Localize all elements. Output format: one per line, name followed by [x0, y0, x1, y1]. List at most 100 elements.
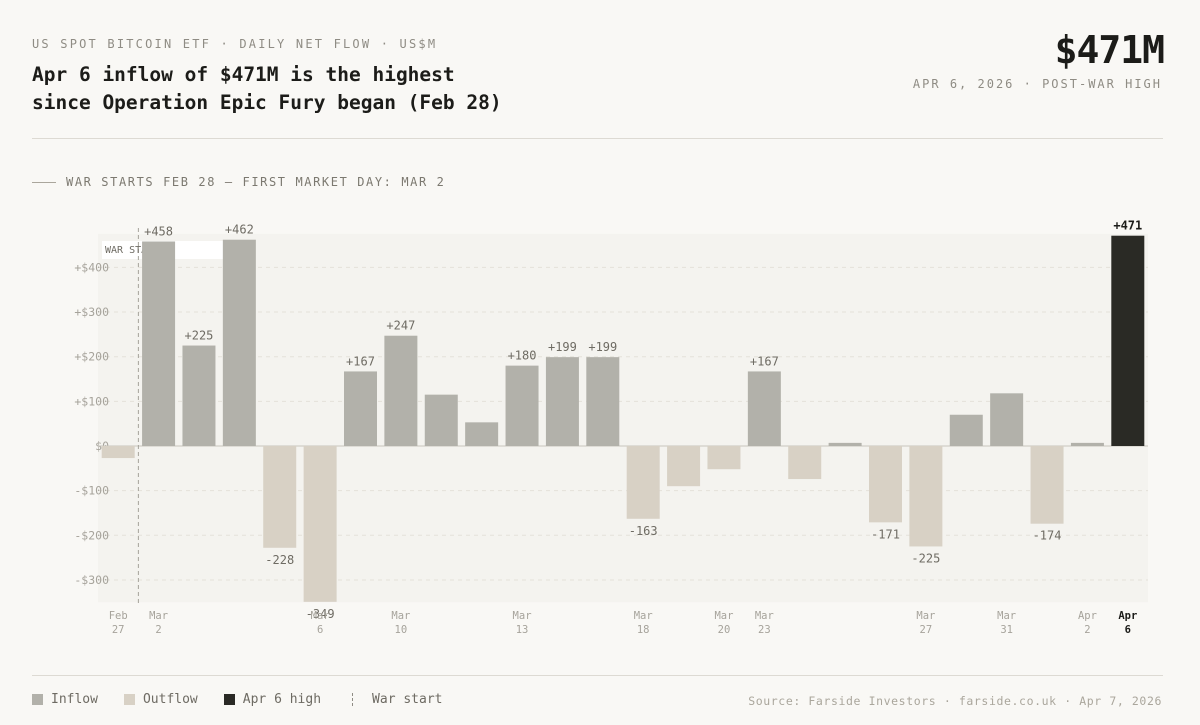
bar-mar-18 [626, 446, 660, 519]
y-tick-label: +$300 [74, 305, 109, 319]
data-label: -171 [871, 527, 900, 541]
bar-mar-2 [142, 241, 176, 446]
y-tick-label: +$400 [74, 260, 109, 274]
bar-apr-2 [1070, 442, 1104, 446]
x-tick-day: 18 [637, 624, 650, 636]
bar-mar-13 [505, 365, 539, 446]
bar-mar-25 [828, 442, 862, 446]
top-divider [32, 138, 1163, 139]
chart-eyebrow: US SPOT BITCOIN ETF · DAILY NET FLOW · U… [32, 37, 438, 51]
data-label: +225 [185, 329, 214, 343]
legend-high: Apr 6 high [223, 692, 322, 707]
bar-mar-4 [222, 239, 256, 446]
highlight-value: $471M [1054, 28, 1165, 72]
x-tick-day: 10 [395, 624, 408, 636]
x-tick-day: 23 [758, 624, 771, 636]
x-tick-month: Mar [513, 610, 532, 622]
bar-mar-20 [707, 446, 741, 470]
outflow-swatch [123, 694, 135, 705]
data-label: -349 [306, 607, 335, 621]
bar-apr-1 [1030, 446, 1064, 524]
data-label: -174 [1033, 529, 1062, 543]
chart-headline: Apr 6 inflow of $471M is the highest sin… [32, 61, 752, 117]
x-tick-day: 13 [516, 624, 529, 636]
y-tick-label: +$200 [74, 350, 109, 364]
x-tick-month: Mar [755, 610, 774, 622]
x-tick-month: Mar [714, 610, 733, 622]
data-label: -163 [629, 524, 658, 538]
x-tick-month: Apr [1078, 610, 1097, 622]
bar-mar-5 [263, 446, 297, 548]
legend-war-start-label: War start [372, 692, 443, 707]
bar-mar-24 [788, 446, 822, 480]
x-tick-month: Mar [634, 610, 653, 622]
bar-mar-3 [182, 345, 216, 446]
y-tick-label: -$100 [74, 484, 109, 498]
bar-mar-27 [909, 446, 943, 547]
bar-feb-27 [101, 446, 135, 459]
x-tick-day: 6 [1125, 624, 1131, 636]
bar-mar-17 [586, 357, 620, 446]
data-label: +462 [225, 223, 254, 237]
y-tick-label: -$300 [74, 573, 109, 587]
legend-war-start: War start [347, 692, 443, 707]
x-tick-day: 2 [155, 624, 161, 636]
legend-outflow: Outflow [123, 692, 198, 707]
legend-inflow: Inflow [32, 692, 98, 707]
x-tick-month: Mar [391, 610, 410, 622]
dashed-line-icon [347, 693, 358, 706]
inflow-swatch [32, 694, 43, 705]
bar-mar-6 [303, 446, 337, 602]
bar-apr-6 [1111, 235, 1145, 446]
war-note-text: WAR STARTS FEB 28 — FIRST MARKET DAY: MA… [66, 175, 446, 189]
bar-mar-10 [384, 335, 418, 446]
war-note: WAR STARTS FEB 28 — FIRST MARKET DAY: MA… [32, 175, 445, 189]
chart-legend: Inflow Outflow Apr 6 high War start [32, 692, 469, 707]
data-label: +458 [144, 225, 173, 239]
data-label: +247 [386, 319, 415, 333]
source-note: Source: Farside Investors · farside.co.u… [748, 694, 1162, 708]
flow-bar-chart: -$300-$200-$100$0+$100+$200+$300+$400WAR… [74, 219, 1148, 636]
x-tick-month: Mar [311, 610, 330, 622]
bar-mar-16 [545, 357, 579, 446]
highlight-caption: APR 6, 2026 · POST-WAR HIGH [912, 77, 1162, 91]
bar-mar-12 [465, 422, 499, 446]
legend-outflow-label: Outflow [142, 692, 198, 707]
data-label: +471 [1113, 219, 1142, 233]
bar-mar-26 [869, 446, 902, 523]
note-dash-icon [32, 181, 56, 183]
data-label: +199 [588, 340, 617, 354]
data-label: -225 [911, 551, 940, 565]
data-label: +167 [750, 354, 779, 368]
x-tick-day: 31 [1000, 624, 1013, 636]
x-tick-day: 27 [920, 624, 933, 636]
headline-line-2: since Operation Epic Fury began (Feb 28) [32, 91, 502, 114]
bar-mar-11 [424, 394, 458, 446]
headline-line-1: Apr 6 inflow of $471M is the highest [32, 63, 455, 86]
bar-mar-23 [747, 371, 781, 446]
data-label: +199 [548, 340, 577, 354]
x-tick-month: Mar [149, 610, 168, 622]
x-tick-day: 27 [112, 624, 125, 636]
y-tick-label: +$100 [74, 394, 109, 408]
bottom-divider [32, 675, 1163, 676]
data-label: -228 [265, 553, 294, 567]
legend-inflow-label: Inflow [51, 692, 98, 707]
bar-mar-30 [949, 414, 983, 446]
x-tick-day: 2 [1084, 624, 1090, 636]
x-tick-day: 20 [718, 624, 731, 636]
legend-high-label: Apr 6 high [242, 692, 322, 707]
data-label: +167 [346, 354, 375, 368]
x-tick-month: Apr [1118, 610, 1137, 622]
x-tick-month: Feb [109, 610, 128, 622]
data-label: +180 [508, 349, 537, 363]
x-tick-month: Mar [916, 610, 935, 622]
x-tick-day: 6 [317, 624, 323, 636]
bar-mar-31 [990, 393, 1024, 446]
y-tick-label: -$200 [74, 528, 109, 542]
bar-mar-19 [667, 446, 701, 487]
high-swatch [223, 694, 235, 705]
x-tick-month: Mar [997, 610, 1016, 622]
bar-mar-9 [344, 371, 377, 446]
war-start-label: WAR START [105, 245, 159, 256]
